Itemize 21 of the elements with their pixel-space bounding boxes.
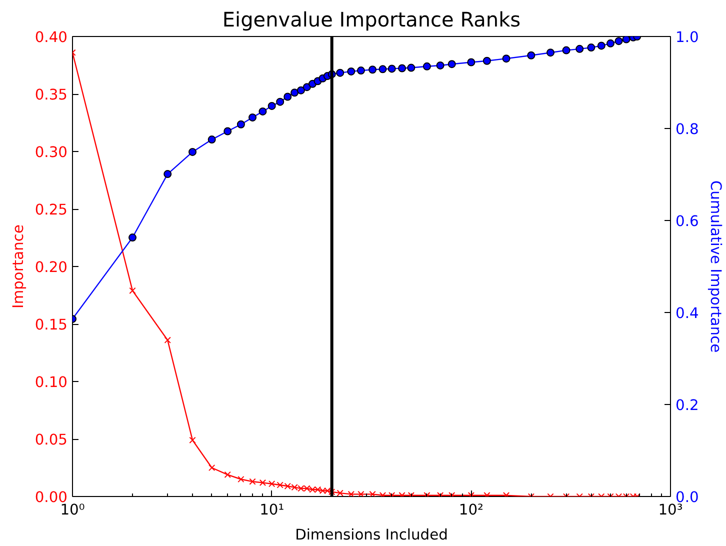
- x-tick-label: 10⁰: [60, 502, 85, 518]
- y-tick-label: 0.40: [34, 29, 68, 46]
- y-tick-label: 0.25: [34, 202, 68, 218]
- x-tick-label: 10²: [458, 502, 484, 518]
- y-tick-label: 0.35: [34, 86, 68, 104]
- y2-tick-label: 0.4: [676, 305, 699, 322]
- y-tick-label: 0.05: [34, 432, 68, 448]
- y2-tick-label: 1.0: [676, 29, 699, 46]
- x-axis-title: Dimensions Included: [295, 526, 448, 544]
- y2-tick-label: 0.8: [676, 121, 699, 138]
- chart-title: Eigenvalue Importance Ranks: [222, 8, 521, 32]
- y-tick-label: 0.20: [34, 259, 68, 276]
- y2-axis-title: Cumulative Importance: [706, 180, 724, 353]
- x-tick-label: 10¹: [260, 502, 284, 518]
- x-tick-label: 10³: [658, 502, 683, 518]
- y-tick-label: 0.30: [34, 144, 68, 161]
- y2-tick-label: 0.6: [676, 213, 699, 230]
- y-axis-title: Importance: [10, 224, 27, 308]
- y2-tick-label: 0.2: [676, 397, 699, 414]
- y-tick-label: 0.15: [34, 316, 68, 334]
- y-tick-label: 0.10: [34, 374, 68, 391]
